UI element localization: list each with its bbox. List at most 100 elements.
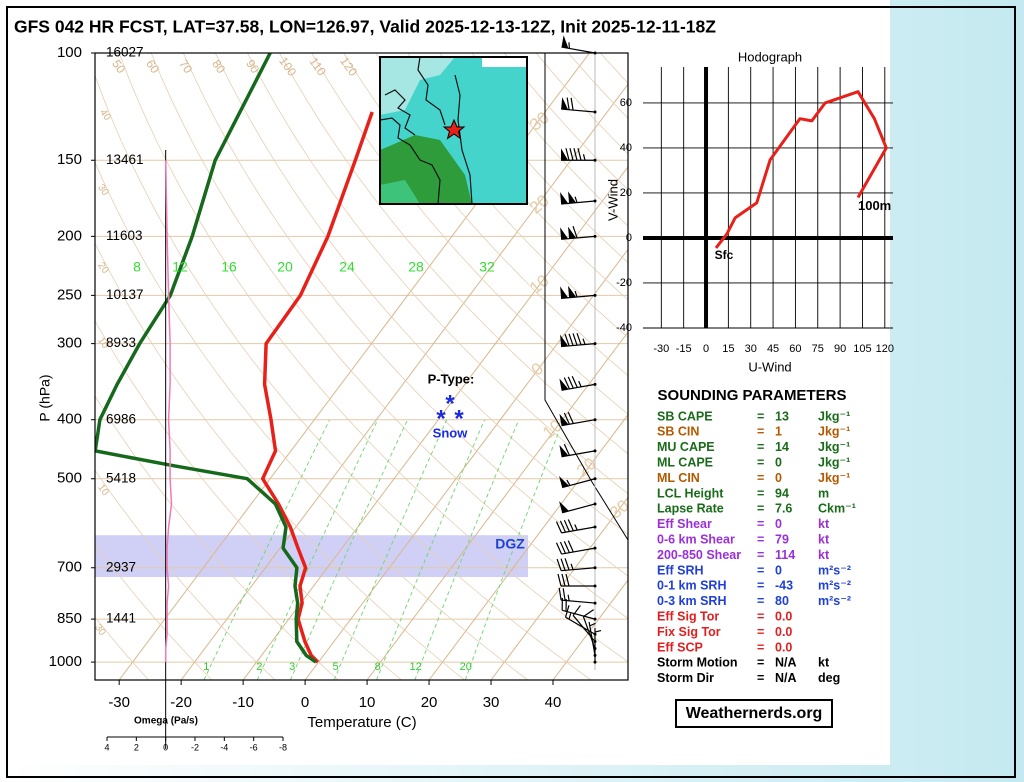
barb-staff: [561, 46, 596, 54]
upper-label: 12: [172, 259, 188, 275]
barb-staff: [588, 621, 596, 656]
x-tick-label: 40: [545, 694, 562, 711]
barb-feather: [564, 333, 570, 347]
wind-barb: [560, 226, 597, 240]
barb-half: [567, 594, 570, 601]
barb-pennant: [559, 475, 569, 488]
barb-feather: [563, 412, 570, 425]
y-tick-label: 100: [57, 44, 82, 61]
param-label: ML CIN: [657, 471, 700, 485]
param-unit: m²s⁻²: [818, 579, 851, 593]
param-value: 7.6: [775, 502, 792, 516]
y-axis-label: P (hPa): [37, 374, 53, 421]
credit-box: [675, 699, 833, 728]
barb-staff: [561, 547, 596, 555]
param-unit: Jkg⁻¹: [818, 440, 850, 454]
wind-barb: [560, 191, 597, 205]
wind-barb: [560, 285, 597, 299]
barb-feather: [565, 148, 570, 161]
barb-staff: [561, 526, 596, 534]
barb-station: [593, 199, 597, 203]
param-value: 0: [775, 517, 782, 531]
barb-feather: [572, 333, 578, 346]
x-tick-label: -10: [232, 694, 254, 711]
dry-adiabat: [95, 543, 213, 680]
barb-feather: [565, 573, 570, 587]
omega-tick-label: -6: [250, 742, 258, 752]
barb-feather: [563, 377, 570, 390]
hodo-start-label: Sfc: [715, 248, 734, 262]
barb-feather: [583, 609, 594, 618]
mixing-ratio-label: 3: [289, 661, 295, 673]
hodo-y-label: V-Wind: [605, 179, 620, 221]
height-label: 1441: [106, 611, 136, 626]
mixing-ratio-label: 1: [203, 661, 209, 673]
param-unit: Jkg⁻¹: [818, 455, 850, 469]
x-tick-label: 30: [483, 694, 500, 711]
hodo-x-label: U-Wind: [748, 359, 791, 374]
barb-feather: [563, 541, 570, 553]
param-unit: Jkg⁻¹: [818, 409, 850, 423]
barb-pennant: [560, 334, 569, 347]
dry-adiabat: [118, 53, 628, 663]
barb-pennant: [559, 444, 569, 457]
param-eq: =: [757, 579, 764, 593]
upper-label: 32: [479, 259, 495, 275]
barb-pennant: [559, 378, 569, 391]
barb-feather: [560, 558, 566, 571]
height-label: 6986: [106, 411, 136, 426]
y-tick-label: 500: [57, 470, 82, 487]
dry-adiabat: [214, 53, 628, 535]
wind-barb: [559, 375, 597, 391]
mixing-ratio-line: [333, 419, 448, 680]
param-label: Eff SRH: [657, 563, 704, 577]
wind-barb: [564, 605, 597, 636]
hodo-y-tick-label: 60: [620, 97, 632, 109]
param-value: 80: [775, 594, 789, 608]
param-value: 0: [775, 471, 782, 485]
barb-feather: [567, 411, 574, 424]
param-eq: =: [757, 440, 764, 454]
param-eq: =: [757, 671, 764, 685]
profile-line: [260, 111, 374, 664]
param-eq: =: [757, 640, 764, 654]
barb-staff: [561, 567, 596, 572]
mixing-ratio-line: [256, 419, 379, 680]
x-axis-label: Temperature (C): [307, 714, 416, 731]
barb-pennant: [560, 286, 569, 299]
barb-feather: [572, 605, 581, 616]
barb-pennant: [559, 501, 569, 513]
barb-pennant: [561, 35, 569, 49]
param-eq: =: [757, 517, 764, 531]
barb-pennant: [568, 191, 577, 204]
wind-barb: [557, 573, 597, 588]
dry-adiabat: [95, 320, 402, 680]
height-label: 13461: [106, 152, 144, 167]
param-value: 13: [775, 409, 789, 423]
barb-feather: [558, 587, 562, 601]
param-value: 94: [775, 486, 789, 500]
hodo-x-tick-label: 120: [876, 343, 894, 355]
param-unit: deg: [818, 671, 840, 685]
wind-barb: [593, 628, 602, 664]
y-tick-label: 150: [57, 151, 82, 168]
barb-half: [570, 563, 574, 570]
ptype-value: Snow: [433, 425, 469, 440]
barb-feather: [567, 540, 574, 553]
param-eq: =: [757, 486, 764, 500]
height-label: 16027: [106, 45, 144, 60]
param-eq: =: [757, 471, 764, 485]
barb-feather: [563, 443, 570, 456]
barb-station: [593, 617, 597, 621]
inset-map: [379, 56, 528, 205]
dry-adiabat: [150, 53, 628, 619]
wind-barb: [555, 540, 597, 555]
mixing-ratio-line: [414, 419, 520, 680]
mixing-ratio-label: 2: [256, 661, 262, 673]
wind-barb: [559, 501, 597, 514]
barb-half: [582, 154, 586, 161]
wind-barb: [559, 475, 597, 489]
param-unit: Jkg⁻¹: [818, 425, 850, 439]
wind-barb: [560, 332, 597, 348]
